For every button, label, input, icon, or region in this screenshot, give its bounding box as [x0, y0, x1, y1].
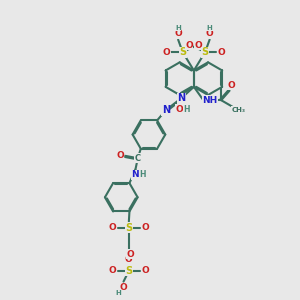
- Text: O: O: [227, 81, 235, 90]
- Text: O: O: [116, 151, 124, 160]
- Text: O: O: [185, 41, 193, 50]
- Text: O: O: [176, 105, 184, 114]
- Text: CH₃: CH₃: [232, 107, 245, 113]
- Text: O: O: [125, 255, 133, 264]
- Text: NH: NH: [202, 96, 218, 105]
- Text: H: H: [140, 170, 146, 179]
- Text: C: C: [135, 154, 141, 163]
- Text: N: N: [132, 170, 139, 179]
- Text: O: O: [120, 283, 128, 292]
- Text: H: H: [115, 290, 121, 296]
- Text: N: N: [162, 105, 170, 115]
- Text: O: O: [163, 48, 170, 57]
- Text: O: O: [174, 29, 182, 38]
- Text: N: N: [177, 93, 185, 103]
- Text: S: S: [179, 47, 186, 57]
- Text: S: S: [125, 266, 132, 276]
- Text: H: H: [183, 105, 190, 114]
- Text: O: O: [127, 250, 134, 259]
- Text: H: H: [175, 25, 181, 31]
- Text: S: S: [202, 47, 209, 57]
- Text: O: O: [217, 48, 225, 57]
- Text: H: H: [207, 25, 212, 31]
- Text: S: S: [125, 223, 132, 232]
- Text: O: O: [206, 29, 214, 38]
- Text: O: O: [142, 223, 149, 232]
- Text: O: O: [108, 266, 116, 275]
- Text: O: O: [195, 41, 203, 50]
- Text: O: O: [142, 266, 149, 275]
- Text: O: O: [108, 223, 116, 232]
